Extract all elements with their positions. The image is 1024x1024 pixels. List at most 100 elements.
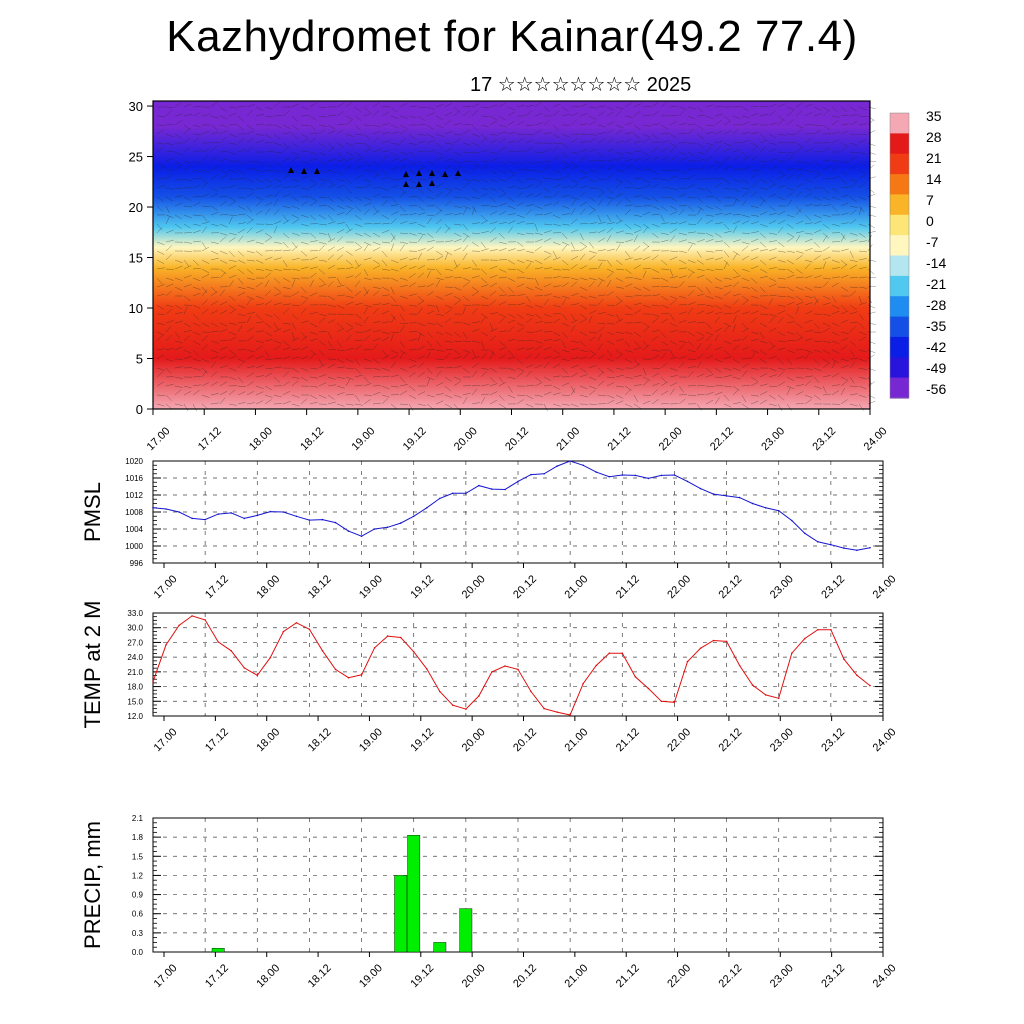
wind-barb: [381, 398, 388, 405]
wind-barb: [633, 374, 642, 378]
wind-barb: [426, 270, 431, 279]
wind-barb: [867, 230, 876, 234]
colorbar-swatch: [890, 113, 909, 134]
wind-barb: [336, 151, 344, 158]
wind-barb: [291, 178, 300, 183]
wind-barb: [291, 156, 300, 162]
wind-barb: [867, 164, 875, 171]
wind-barb: [804, 148, 813, 153]
wind-barb: [237, 105, 246, 108]
wind-barb: [705, 286, 711, 294]
wind-barb: [498, 248, 507, 252]
wind-barb: [687, 307, 694, 315]
wind-barb: [273, 249, 282, 252]
wind-barb: [687, 365, 696, 369]
wind-barb: [525, 184, 534, 189]
wind-barb: [336, 376, 345, 379]
wind-barb: [363, 208, 370, 216]
wind-barb: [552, 241, 561, 246]
wind-barb: [453, 213, 462, 216]
wind-barb: [534, 394, 543, 397]
wind-barb: [228, 151, 237, 156]
wind-barb: [786, 106, 795, 111]
wind-barb: [381, 302, 390, 306]
wind-barb: [264, 208, 271, 216]
wind-barb: [507, 295, 517, 297]
wind-barb: [318, 394, 327, 399]
wind-barb: [723, 212, 732, 216]
wind-barb: [210, 402, 219, 405]
wind-barb: [273, 257, 282, 261]
wind-barb: [732, 168, 741, 171]
wind-barb: [525, 304, 534, 309]
wind-barb: [570, 277, 579, 281]
wind-barb: [768, 142, 777, 145]
wind-barb: [795, 336, 804, 342]
wind-barb: [444, 352, 451, 360]
wind-barb: [381, 321, 390, 324]
wind-barb: [831, 304, 840, 309]
wind-barb: [777, 304, 786, 307]
wind-barb: [660, 390, 669, 396]
wind-barb: [174, 151, 183, 156]
wind-barb: [849, 326, 856, 333]
wind-barb: [201, 155, 208, 162]
wind-barb: [399, 220, 408, 225]
wind-barb: [669, 322, 678, 327]
wind-barb: [489, 210, 498, 216]
x-tick-label: 22.12: [717, 962, 745, 990]
wind-barb: [831, 139, 840, 144]
wind-barb: [750, 394, 759, 397]
wind-barb: [552, 403, 561, 407]
wind-barb: [759, 232, 767, 239]
data-point: [478, 484, 480, 487]
wind-barb: [462, 106, 472, 108]
wind-barb: [858, 139, 867, 144]
wind-barb: [534, 192, 542, 198]
wind-barb: [633, 309, 641, 315]
wind-barb: [174, 187, 184, 189]
wind-barb: [318, 317, 326, 324]
wind-barb: [777, 358, 785, 365]
wind-barb: [363, 142, 371, 149]
wind-barb: [525, 370, 532, 378]
wind-barb: [498, 313, 507, 318]
wind-barb: [444, 200, 452, 207]
wind-barb: [237, 268, 245, 275]
wind-barb: [309, 367, 318, 370]
wind-barb: [867, 277, 877, 279]
wind-barb: [804, 375, 813, 378]
data-point: [869, 546, 871, 549]
wind-barb: [750, 191, 757, 198]
wind-barb: [381, 375, 390, 378]
wind-barb: [336, 358, 345, 363]
wind-barb: [750, 351, 756, 360]
wind-barb: [489, 335, 497, 342]
wind-barb: [813, 385, 822, 389]
wind-barb: [426, 259, 436, 261]
wind-barb: [588, 178, 597, 182]
wind-barb: [462, 160, 472, 163]
wind-barb: [228, 349, 236, 355]
wind-barb: [156, 160, 164, 167]
wind-barb: [723, 196, 732, 199]
wind-barb: [327, 384, 336, 387]
wind-barb: [192, 367, 201, 371]
wind-barb: [678, 106, 687, 110]
data-point: [321, 518, 324, 521]
wind-barb: [849, 264, 858, 270]
wind-barb: [597, 380, 605, 387]
wind-barb: [777, 317, 784, 324]
wind-barb: [399, 284, 408, 288]
wind-barb: [264, 232, 272, 238]
wind-barb: [615, 140, 624, 144]
wind-barb: [543, 283, 552, 288]
wind-barb: [579, 349, 588, 353]
wind-barb: [255, 345, 263, 351]
wind-barb: [687, 285, 697, 288]
wind-barb: [210, 165, 219, 171]
wind-barb: [777, 250, 786, 253]
wind-barb: [336, 229, 345, 234]
wind-barb: [156, 241, 165, 246]
wind-barb: [534, 267, 543, 270]
